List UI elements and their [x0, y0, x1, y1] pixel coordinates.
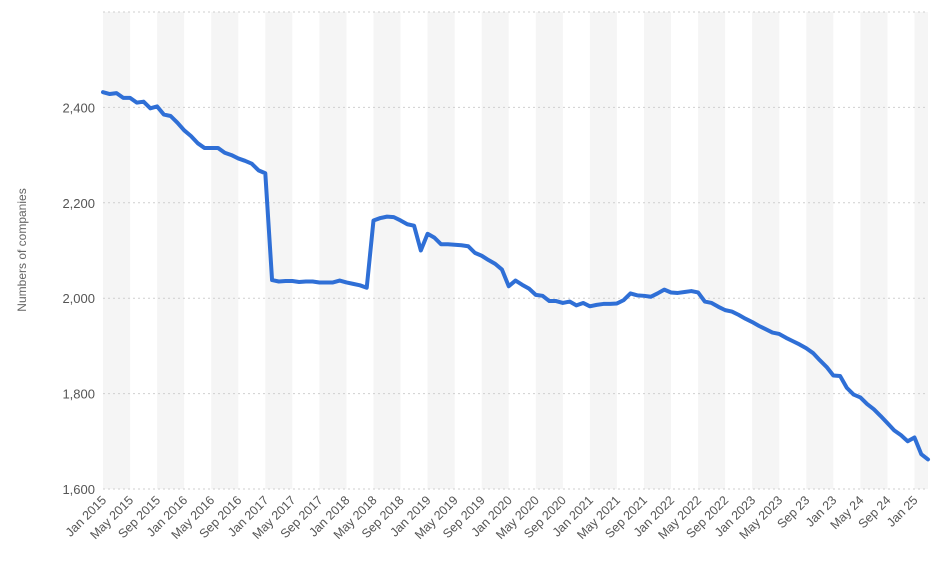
y-tick-label: 2,000 [62, 291, 95, 306]
column-band [157, 12, 185, 489]
column-band [481, 12, 509, 489]
y-axis-ticks: 1,600 1,800 2,000 2,200 2,400 [62, 100, 95, 497]
column-band [319, 12, 347, 489]
column-band [589, 12, 617, 489]
column-band [643, 12, 672, 489]
alternating-column-bands [103, 12, 928, 489]
y-tick-label: 2,200 [62, 196, 95, 211]
column-band [103, 12, 131, 489]
series-group [101, 90, 930, 462]
column-band [427, 12, 455, 489]
column-band [806, 12, 834, 489]
x-tick-label: Jan 25 [884, 493, 920, 529]
y-axis-label: Numbers of companies [15, 188, 29, 311]
series-line [101, 90, 930, 462]
y-tick-label: 2,400 [62, 100, 95, 115]
column-band [373, 12, 401, 489]
column-band [914, 12, 928, 489]
column-band [211, 12, 239, 489]
column-band [698, 12, 726, 489]
column-band [752, 12, 780, 489]
y-tick-label: 1,600 [62, 482, 95, 497]
column-band [535, 12, 563, 489]
y-tick-label: 1,800 [62, 387, 95, 402]
